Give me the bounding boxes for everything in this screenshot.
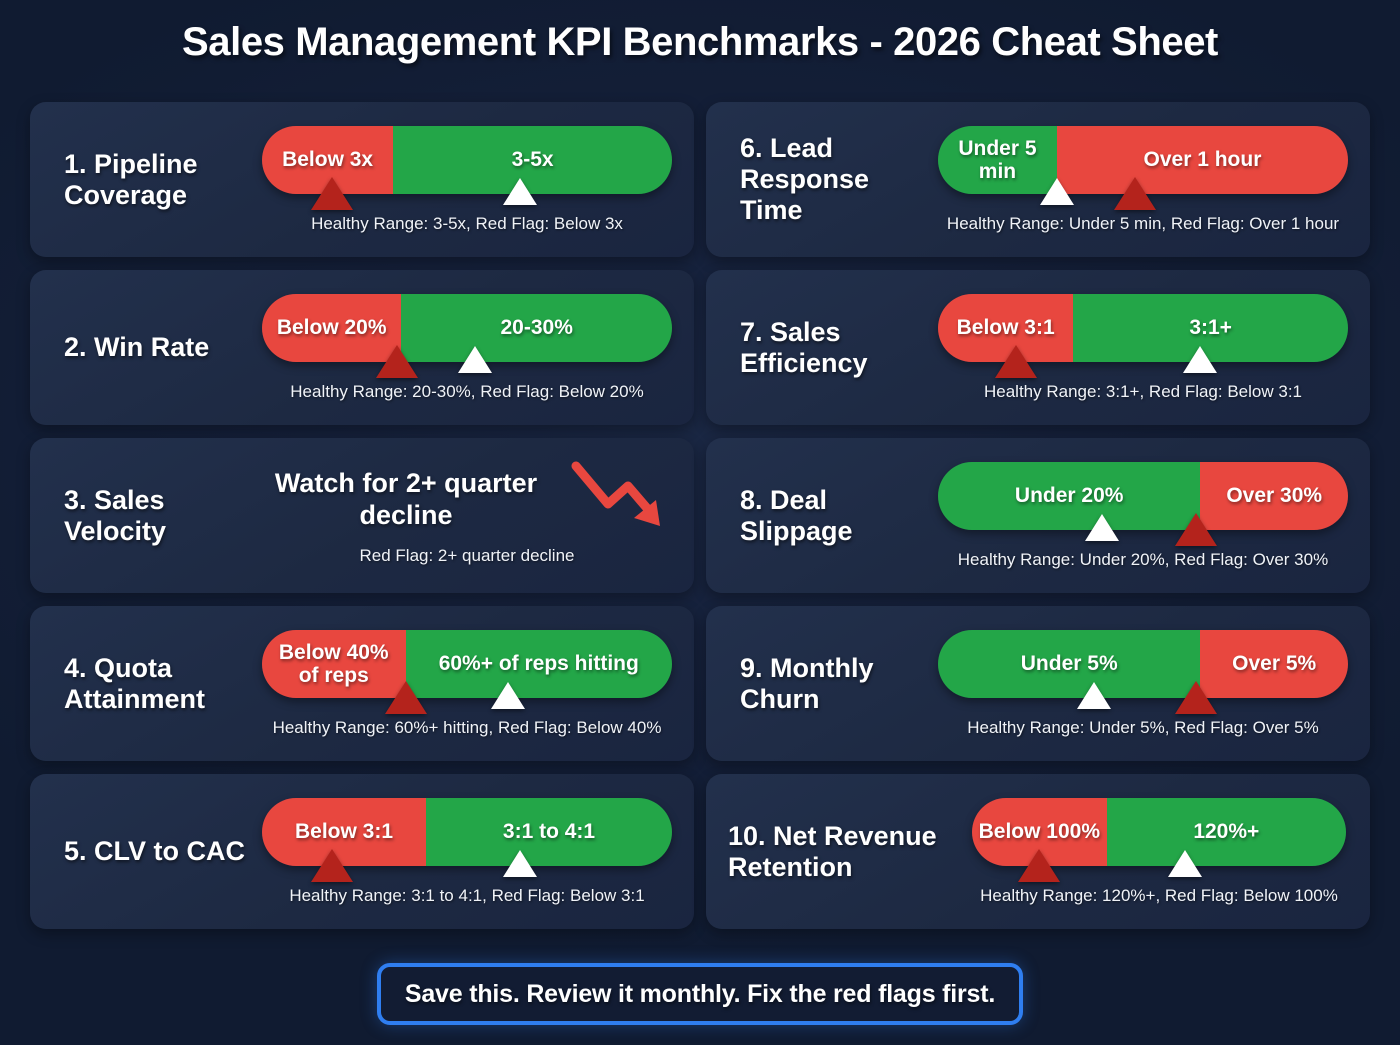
red-flag-marker-icon [994,345,1037,378]
kpi-card: 6. Lead Response Time Under 5 min Over 1 h… [706,102,1370,257]
healthy-marker-icon [1168,850,1203,877]
healthy-marker-icon [1039,178,1074,205]
gauge-segment-green: Under 5 min [938,126,1057,194]
kpi-card-content: Watch for 2+ quarter decline Red Flag: 2+… [262,438,694,593]
gauge-segment-green: 120%+ [1106,798,1346,866]
kpi-card: 10. Net Revenue Retention Below 100% 120%+… [706,774,1370,929]
kpi-card: 3. Sales Velocity Watch for 2+ quarter de… [30,438,694,593]
gauge-bar: Below 3:1 3:1+ [938,294,1348,362]
gauge-bar: Below 100% 120%+ [972,798,1346,866]
red-flag-marker-icon [310,177,353,210]
healthy-marker-icon [491,682,525,709]
red-flag-marker-icon [384,681,427,714]
healthy-marker-icon [1076,682,1111,709]
kpi-caption: Healthy Range: Under 5%, Red Flag: Over … [967,718,1319,737]
gauge-segment-red: Over 1 hour [1056,126,1348,194]
kpi-card-content: Below 40% of reps 60%+ of reps hitting Hea… [262,606,694,761]
kpi-card-label: 8. Deal Slippage [740,484,853,546]
healthy-marker-icon [503,850,538,877]
footer-text: Save this. Review it monthly. Fix the re… [404,979,996,1008]
kpi-caption: Healthy Range: 3:1 to 4:1, Red Flag: Bel… [289,886,645,905]
kpi-card-content: Below 3:1 3:1 to 4:1 Healthy Range: 3:1 to… [262,774,694,929]
kpi-caption: Red Flag: 2+ quarter decline [359,546,575,565]
kpi-card: 8. Deal Slippage Under 20% Over 30% Healthy… [706,438,1370,593]
red-flag-marker-icon [1113,177,1156,210]
gauge-segment-green: Under 5% [938,630,1201,698]
declining-arrow-icon [568,456,672,539]
kpi-card-label: 2. Win Rate [64,332,210,363]
gauge-bar: Below 40% of reps 60%+ of reps hitting [262,630,672,698]
gauge-segment-red: Over 5% [1200,630,1348,698]
kpi-gauge: Below 3x 3-5x [262,126,672,210]
red-flag-marker-icon [376,345,419,378]
page-title: Sales Management KPI Benchmarks - 2026 C… [182,20,1218,64]
gauge-bar: Under 5 min Over 1 hour [938,126,1348,194]
kpi-card-label: 9. Monthly Churn [740,652,874,714]
kpi-card: 4. Quota Attainment Below 40% of reps 60%+… [30,606,694,761]
kpi-card-label: 7. Sales Efficiency [740,316,868,378]
kpi-card: 9. Monthly Churn Under 5% Over 5% Healthy R… [706,606,1370,761]
kpi-gauge: Under 20% Over 30% [938,462,1348,546]
healthy-marker-icon [1183,346,1218,373]
red-flag-marker-icon [310,849,353,882]
kpi-gauge: Under 5 min Over 1 hour [938,126,1348,210]
kpi-card: 1. Pipeline Coverage Below 3x 3-5x Healthy … [30,102,694,257]
trend-headline: Watch for 2+ quarter decline [274,467,538,530]
kpi-caption: Healthy Range: Under 5 min, Red Flag: Ov… [946,214,1340,233]
kpi-caption: Healthy Range: 3:1+, Red Flag: Below 3:1 [984,382,1302,401]
gauge-segment-green: Under 20% [938,462,1201,530]
gauge-segment-red: Over 30% [1200,462,1348,530]
kpi-card-label: 3. Sales Velocity [64,484,167,546]
kpi-gauge: Below 20% 20-30% [262,294,672,378]
kpi-caption: Healthy Range: 60%+ hitting, Red Flag: B… [272,718,662,737]
gauge-bar: Under 20% Over 30% [938,462,1348,530]
gauge-segment-green: 60%+ of reps hitting [405,630,672,698]
kpi-card-label: 4. Quota Attainment [64,652,205,714]
kpi-card-label: 5. CLV to CAC [64,836,245,867]
kpi-caption: Healthy Range: 3-5x, Red Flag: Below 3x [311,214,623,233]
kpi-card-content: Below 3x 3-5x Healthy Range: 3-5x, Red Fla… [262,102,694,257]
healthy-marker-icon [503,178,538,205]
kpi-card: 5. CLV to CAC Below 3:1 3:1 to 4:1 Healthy … [30,774,694,929]
trend-callout: Watch for 2+ quarter decline [262,460,672,539]
kpi-caption: Healthy Range: 120%+, Red Flag: Below 10… [980,886,1338,905]
healthy-marker-icon [1085,514,1119,541]
kpi-card-content: Under 5 min Over 1 hour Healthy Range: Und… [938,102,1370,257]
red-flag-marker-icon [1018,849,1061,882]
footer-banner: Save this. Review it monthly. Fix the re… [377,963,1023,1025]
kpi-card: 2. Win Rate Below 20% 20-30% Healthy Range:… [30,270,694,425]
kpi-card-label: 1. Pipeline Coverage [64,148,198,210]
kpi-card-content: Below 100% 120%+ Healthy Range: 120%+, Red… [958,774,1370,929]
kpi-card-label: 10. Net Revenue Retention [728,820,937,882]
kpi-card-label: 6. Lead Response Time [740,133,870,225]
gauge-segment-green: 20-30% [401,294,672,362]
kpi-caption: Healthy Range: Under 20%, Red Flag: Over… [957,550,1329,569]
red-flag-marker-icon [1175,513,1218,546]
kpi-gauge: Below 3:1 3:1+ [938,294,1348,378]
kpi-gauge: Under 5% Over 5% [938,630,1348,714]
kpi-caption: Healthy Range: 20-30%, Red Flag: Below 2… [290,382,644,401]
healthy-marker-icon [458,346,493,373]
kpi-card: 7. Sales Efficiency Below 3:1 3:1+ Healthy … [706,270,1370,425]
red-flag-marker-icon [1175,681,1218,714]
kpi-card-content: Under 20% Over 30% Healthy Range: Under 20… [938,438,1370,593]
gauge-segment-red: Below 40% of reps [262,630,406,698]
kpi-card-content: Below 3:1 3:1+ Healthy Range: 3:1+, Red Fl… [938,270,1370,425]
kpi-gauge: Below 100% 120%+ [972,798,1346,882]
kpi-card-content: Below 20% 20-30% Healthy Range: 20-30%, Re… [262,270,694,425]
kpi-gauge: Below 40% of reps 60%+ of reps hitting [262,630,672,714]
gauge-bar: Below 3:1 3:1 to 4:1 [262,798,672,866]
kpi-card-grid: 1. Pipeline Coverage Below 3x 3-5x Healthy … [30,102,1370,929]
gauge-bar: Under 5% Over 5% [938,630,1348,698]
gauge-segment-red: Below 100% [972,798,1107,866]
gauge-segment-green: 3:1 to 4:1 [426,798,672,866]
kpi-card-content: Under 5% Over 5% Healthy Range: Under 5%, … [938,606,1370,761]
kpi-gauge: Below 3:1 3:1 to 4:1 [262,798,672,882]
